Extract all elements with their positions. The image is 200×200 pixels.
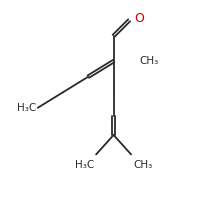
Text: H₃C: H₃C [17,103,36,113]
Text: O: O [134,12,144,25]
Text: CH₃: CH₃ [133,160,152,170]
Text: CH₃: CH₃ [140,56,159,66]
Text: H₃C: H₃C [75,160,94,170]
